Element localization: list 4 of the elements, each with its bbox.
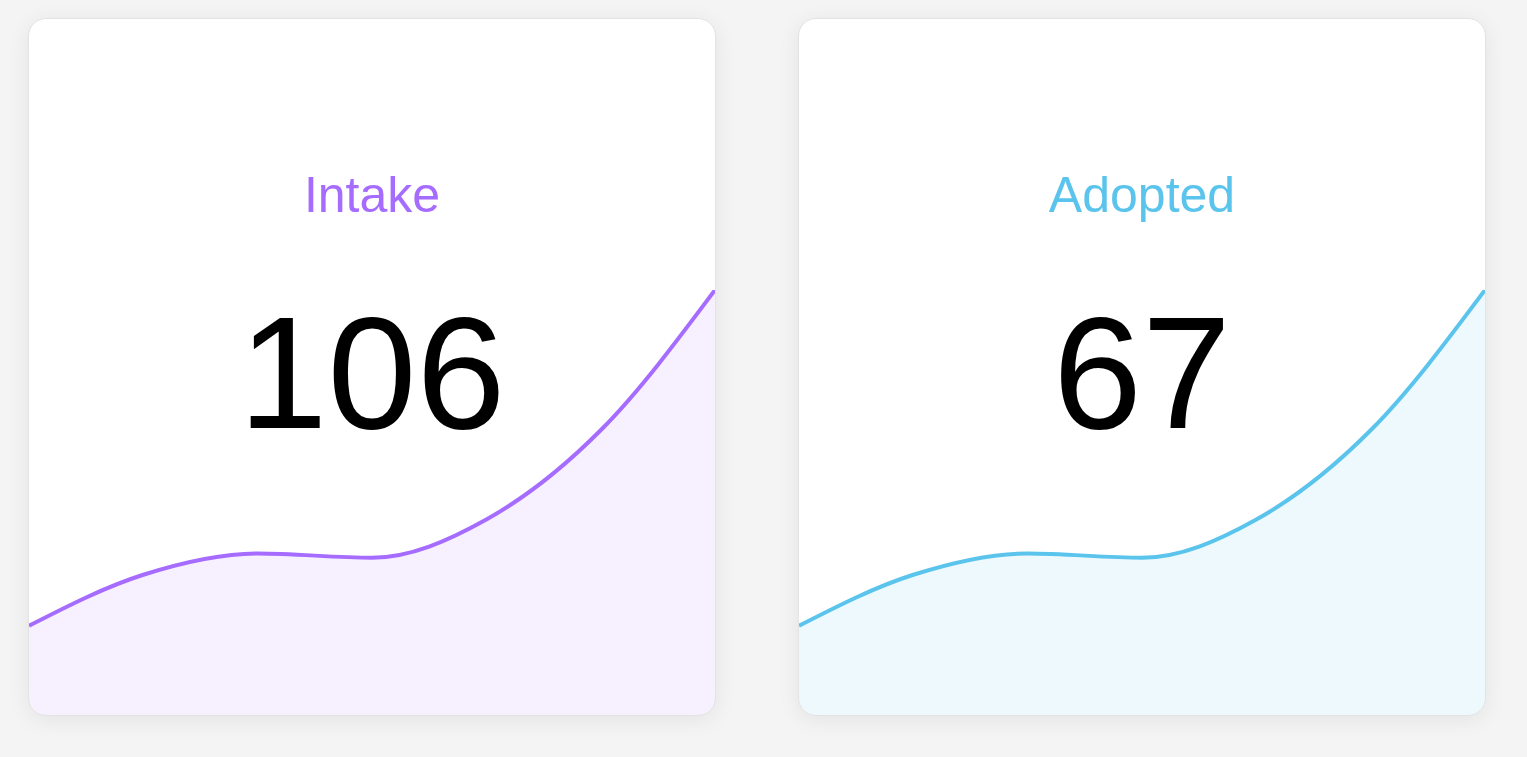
annotation: 106 <box>237 283 507 462</box>
chart-title: Adopted <box>1047 167 1237 223</box>
annotation: 67 <box>1052 283 1232 462</box>
chart-title: Intake <box>302 167 442 223</box>
